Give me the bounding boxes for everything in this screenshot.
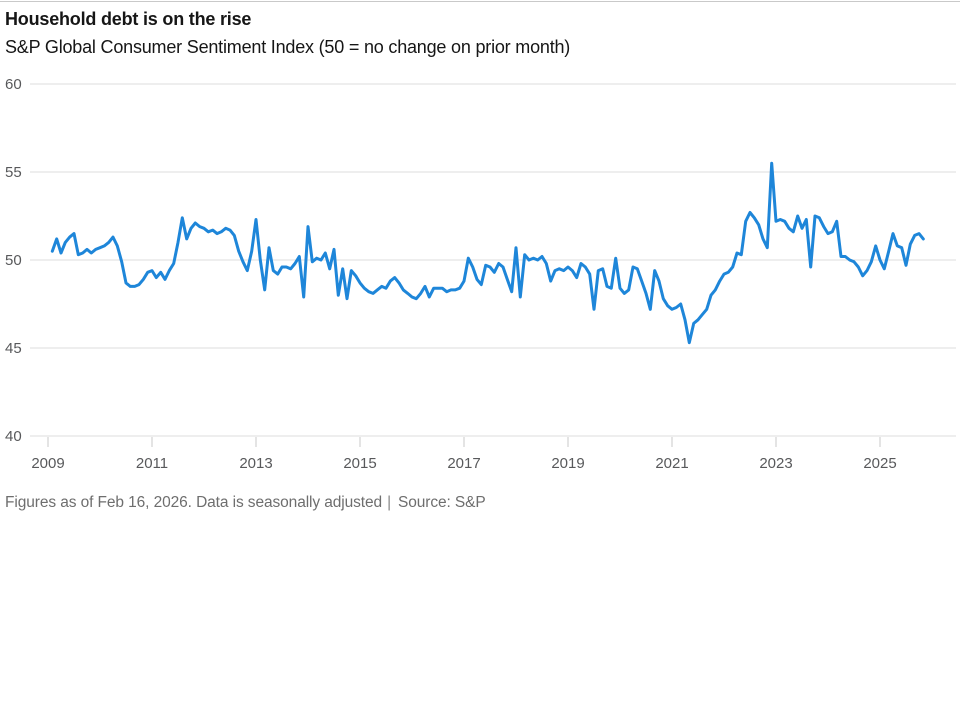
x-axis-tick-label: 2011	[136, 455, 168, 472]
x-axis-tick-label: 2021	[655, 455, 688, 472]
y-axis-tick-label: 60	[5, 76, 22, 93]
y-axis-tick-label: 45	[5, 340, 22, 357]
x-axis-tick-label: 2017	[447, 455, 480, 472]
footnote-separator: |	[387, 494, 391, 511]
top-divider	[0, 1, 960, 2]
footnote-text: Figures as of Feb 16, 2026. Data is seas…	[5, 494, 383, 511]
source-text: Source: S&P	[398, 494, 486, 511]
chart-subtitle: S&P Global Consumer Sentiment Index (50 …	[5, 37, 571, 57]
x-axis-tick-label: 2023	[759, 455, 792, 472]
y-axis-tick-label: 50	[5, 252, 22, 269]
x-axis-tick-label: 2009	[31, 455, 64, 472]
chart-footnote: Figures as of Feb 16, 2026. Data is seas…	[5, 494, 486, 512]
y-axis-tick-label: 40	[5, 428, 22, 445]
sentiment-line-chart: 40 45 50 55 60 2009 2011 2013 2015 2017 2019 2021 20…	[5, 76, 956, 472]
series-line	[50, 161, 925, 345]
x-axis-tick-label: 2013	[239, 455, 272, 472]
x-axis-tick-label: 2025	[863, 455, 896, 472]
y-axis-tick-label: 55	[5, 164, 22, 181]
x-axis-tick-label: 2019	[551, 455, 584, 472]
chart-title: Household debt is on the rise	[5, 9, 252, 29]
x-axis-tick-label: 2015	[343, 455, 376, 472]
